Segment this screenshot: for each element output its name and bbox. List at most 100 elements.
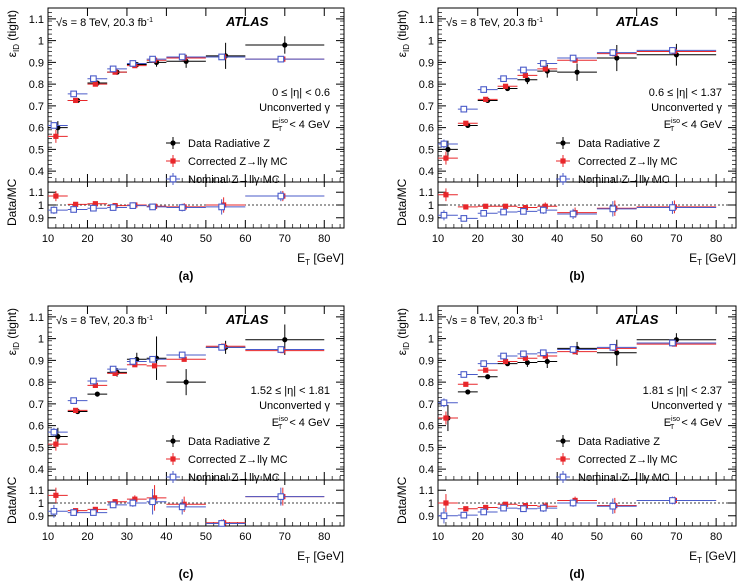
isolation-label-sup: iso bbox=[671, 118, 680, 125]
legend-label-nominal: Nominal Z→llγ MC bbox=[188, 174, 280, 186]
data-point bbox=[440, 140, 448, 148]
isolation-label: Eiso T < 4 GeV bbox=[664, 118, 723, 133]
main-ylabel: εID (tight) bbox=[5, 10, 21, 57]
xtick-label: 40 bbox=[160, 233, 172, 245]
main-ytick-label: 0.7 bbox=[29, 399, 44, 411]
data-point bbox=[149, 55, 156, 63]
data-point bbox=[483, 367, 489, 373]
chart-panel-a: 0.40.50.60.70.80.911.10.911.110 20 30 40 50 6… bbox=[5, 7, 345, 283]
xtick-label: 70 bbox=[279, 233, 291, 245]
ratio-ytick-label: 1 bbox=[428, 200, 434, 212]
ratio-point bbox=[109, 204, 117, 211]
ratio-point bbox=[440, 211, 448, 219]
xtick-label: 80 bbox=[710, 233, 722, 245]
xtick-label: 20 bbox=[81, 531, 93, 543]
legend-label-data: Data Radiative Z bbox=[578, 138, 660, 150]
xtick-label: 10 bbox=[432, 233, 444, 245]
data-point bbox=[614, 350, 620, 356]
main-ylabel-sub: ID bbox=[12, 342, 21, 350]
series-corrected bbox=[48, 343, 325, 451]
series-data bbox=[438, 43, 717, 159]
xtick-label: 20 bbox=[81, 233, 93, 245]
legend-marker-corrected bbox=[170, 158, 176, 164]
data-point bbox=[90, 75, 97, 83]
ratio-point bbox=[609, 502, 617, 510]
data-point bbox=[574, 69, 580, 75]
data-point bbox=[520, 66, 527, 74]
data-point bbox=[443, 415, 449, 421]
data-point bbox=[53, 133, 59, 139]
main-ylabel-suffix: (tight) bbox=[395, 10, 409, 41]
panel-tag: (d) bbox=[569, 567, 584, 581]
data-point bbox=[502, 83, 509, 89]
ratio-point bbox=[569, 210, 577, 218]
legend-marker-nominal bbox=[559, 175, 567, 183]
isolation-label-sup: iso bbox=[279, 416, 288, 423]
isolation-label-sub: T bbox=[278, 424, 283, 431]
ratio-ylabel: Data/MC bbox=[395, 476, 409, 524]
xaxis-label-symbol: E bbox=[297, 549, 305, 563]
data-point bbox=[50, 428, 58, 436]
data-point bbox=[544, 358, 550, 365]
ratio-series-nominal bbox=[438, 496, 717, 524]
legend-marker-corrected bbox=[170, 456, 176, 462]
xaxis-label-symbol: E bbox=[689, 549, 697, 563]
ratio-point bbox=[50, 507, 58, 515]
data-point bbox=[92, 382, 98, 388]
main-ytick-label: 1 bbox=[428, 36, 434, 48]
ratio-point bbox=[73, 201, 79, 207]
data-point bbox=[669, 47, 676, 54]
ratio-ytick-label: 1 bbox=[38, 200, 44, 212]
xtick-label: 80 bbox=[318, 531, 330, 543]
ratio-point bbox=[53, 492, 59, 498]
data-point bbox=[50, 122, 58, 129]
xaxis-label: ET [GeV] bbox=[689, 251, 736, 267]
data-point bbox=[463, 381, 469, 387]
xtick-label: 80 bbox=[710, 531, 722, 543]
data-point bbox=[443, 155, 449, 161]
legend-label-nominal: Nominal Z→llγ MC bbox=[578, 174, 670, 186]
ratio-point bbox=[522, 204, 529, 211]
data-point bbox=[282, 337, 288, 343]
main-ylabel-symbol: ε bbox=[395, 349, 409, 355]
isolation-label-suffix: < 4 GeV bbox=[678, 417, 722, 429]
isolation-label-sup: iso bbox=[671, 416, 680, 423]
ratio-point bbox=[90, 204, 97, 212]
ratio-point bbox=[569, 499, 577, 507]
data-point bbox=[440, 399, 448, 407]
main-ytick-label: 0.5 bbox=[419, 144, 434, 156]
series-nominal bbox=[48, 53, 325, 129]
eta-range-label: 0 ≤ |η| < 0.6 bbox=[272, 87, 330, 99]
ratio-series-nominal bbox=[48, 487, 325, 527]
main-ytick-label: 0.9 bbox=[419, 57, 434, 69]
energy-label: √s = 8 TeV, 20.3 fb-1 bbox=[56, 17, 153, 29]
energy-label-sup: -1 bbox=[537, 315, 543, 322]
ratio-ytick-label: 0.9 bbox=[419, 511, 434, 523]
xtick-label: 30 bbox=[511, 233, 523, 245]
legend-marker-nominal bbox=[169, 175, 177, 183]
data-point bbox=[480, 360, 488, 367]
ratio-point bbox=[218, 520, 226, 527]
data-point bbox=[522, 355, 529, 361]
data-point bbox=[112, 370, 118, 377]
ratio-point bbox=[463, 506, 469, 512]
ratio-point bbox=[443, 192, 449, 198]
main-ytick-label: 0.9 bbox=[29, 355, 44, 367]
xaxis-label-suffix: [GeV] bbox=[705, 549, 736, 563]
data-point bbox=[480, 86, 488, 93]
data-point bbox=[463, 120, 469, 126]
ratio-point bbox=[149, 498, 156, 506]
data-point bbox=[109, 365, 117, 373]
ratio-ytick-label: 0.9 bbox=[29, 511, 44, 523]
xtick-label: 40 bbox=[551, 531, 563, 543]
ratio-point bbox=[500, 504, 507, 512]
ratio-point bbox=[132, 496, 138, 502]
main-ytick-label: 0.6 bbox=[419, 421, 434, 433]
main-ytick-label: 1.1 bbox=[29, 312, 44, 324]
xtick-label: 80 bbox=[318, 233, 330, 245]
data-point bbox=[524, 359, 531, 366]
data-point bbox=[569, 346, 577, 353]
ratio-point bbox=[539, 206, 547, 214]
data-point bbox=[460, 105, 468, 113]
data-point bbox=[609, 343, 617, 351]
